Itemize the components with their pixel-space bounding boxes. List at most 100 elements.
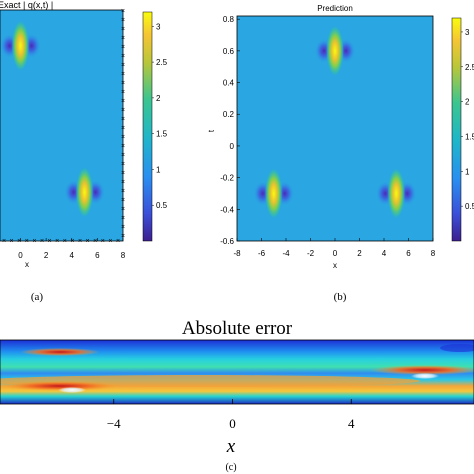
panel-b-y-tick-label-6: -0.4 [220,205,234,214]
panel-b-x-tick-label-8: 8 [431,249,436,258]
panel-b-x-tick-label-7: 6 [406,249,411,258]
panel-b-y-tick-label-4: 0 [230,142,235,151]
training-point-bottom-15: × [116,238,120,245]
panel-b-y-ticks: 0.8 0.6 0.4 0.2 0 -0.2 -0.4 -0.6 [220,15,240,246]
panel-a-colorbar-tick-label-3: 1.5 [156,130,168,139]
training-point-bottom-11: × [86,238,90,245]
panel-b-colorbar [451,17,462,242]
training-point-right-1: × [121,17,125,24]
panel-b-x-tick-label-1: -6 [258,249,266,258]
panel-a-x-ticks: 0 2 4 6 8 [18,238,126,260]
training-point-bottom-8: × [63,238,67,245]
training-point-right-13: × [121,125,125,132]
panel-b-y-tick-label-1: 0.6 [223,47,235,56]
panel-b-colorbar-tick-label-4: 1 [465,167,470,176]
panel-b-x-tick-label-2: -4 [282,249,290,258]
training-point-right-0: × [121,8,125,15]
panel-b-y-tick-label-3: 0.2 [223,110,235,119]
panel-a-colorbar [142,11,153,242]
panel-a-peaks [0,19,105,219]
training-point-right-18: × [121,170,125,177]
caption-a: (a) [31,291,44,303]
training-point-right-4: × [121,44,125,51]
panel-a-colorbar-tick-label-0: 3 [156,22,161,31]
panel-a-x-tick-label-1: 2 [44,251,49,260]
panel-a-x-tick-label-3: 6 [95,251,100,260]
panel-b-colorbar-tick-label-3: 1.5 [465,132,474,141]
panel-c-title: Absolute error [182,318,293,339]
panel-b-colorbar-tick-label-5: 0.5 [465,202,474,211]
training-point-bottom-5: × [40,238,44,245]
panel-b-x-tick-label-4: 0 [333,249,338,258]
panel-b-peak-0 [326,24,344,77]
panel-a-peak-1 [75,166,94,219]
training-point-bottom-3: × [25,238,29,245]
panel-c-heatmap [0,340,474,404]
training-point-right-15: × [121,143,125,150]
training-point-bottom-13: × [101,238,105,245]
training-point-right-24: × [121,224,125,231]
training-point-bottom-0: × [2,238,6,245]
caption-c: (c) [225,462,236,473]
panel-a-colorbar-ticks: 3 2.5 2 1.5 1 0.5 [152,22,168,210]
panel-a-colorbar-tick-label-5: 0.5 [156,201,168,210]
training-point-right-2: × [121,26,125,33]
training-point-bottom-2: × [17,238,21,245]
training-point-right-16: × [121,152,125,159]
panel-a: ××××××××××××××××××××××××××× × × × × × × × × × × × × ×… [0,0,168,269]
panel-b-x-tick-label-0: -8 [233,249,241,258]
panel-c-x-ticks: −4 0 4 [107,399,355,431]
panel-a-title: Exact | q(x,t) | [0,0,53,10]
panel-b-y-axis-label: t [207,129,216,132]
panel-c: Absolute error −4 0 4 x (c) [0,318,474,473]
panel-a-x-tick-label-0: 0 [18,251,23,260]
panel-b-peak-2 [387,167,406,220]
panel-b-peaks [253,24,417,220]
training-point-bottom-6: × [48,238,52,245]
panel-a-frame [0,9,124,242]
training-point-bottom-1: × [10,238,14,245]
panel-b-y-tick-label-7: -0.6 [220,237,234,246]
panel-b-y-tick-label-5: -0.2 [220,174,234,183]
training-point-right-6: × [121,62,125,69]
training-point-right-25: × [121,233,125,240]
panel-b-peak-1 [264,167,283,220]
panel-a-peak-0 [11,19,30,72]
panel-c-x-tick-label-0: −4 [107,416,121,431]
training-point-right-23: × [121,215,125,222]
training-point-right-22: × [121,206,125,213]
panel-a-colorbar-tick-label-1: 2.5 [156,58,168,67]
panel-b: Prediction -8 -6 -4 -2 0 2 4 6 8 0.8 0.6 0.4 0.2 0 -0… [207,4,474,270]
panel-b-title: Prediction [317,4,353,13]
panel-b-y-tick-label-2: 0.4 [223,79,235,88]
training-point-right-8: × [121,80,125,87]
training-point-right-9: × [121,89,125,96]
panel-b-x-axis-label: x [333,261,337,270]
training-point-bottom-14: × [108,238,112,245]
panel-b-x-ticks: -8 -6 -4 -2 0 2 4 6 8 [233,238,436,258]
training-point-bottom-10: × [78,238,82,245]
training-point-bottom-9: × [70,238,74,245]
training-point-right-21: × [121,197,125,204]
panel-c-x-axis-label: x [226,436,236,457]
training-point-right-3: × [121,35,125,42]
panel-b-x-tick-label-3: -2 [307,249,315,258]
panel-c-frame [0,339,474,405]
training-point-bottom-12: × [93,238,97,245]
training-point-right-20: × [121,188,125,195]
training-point-right-17: × [121,161,125,168]
training-point-right-19: × [121,179,125,186]
training-point-bottom-7: × [55,238,59,245]
panel-b-colorbar-tick-label-1: 2.5 [465,63,474,72]
training-point-right-14: × [121,134,125,141]
panel-a-colorbar-tick-label-2: 2 [156,94,161,103]
panel-c-x-tick-label-2: 4 [348,416,355,431]
training-point-bottom-4: × [32,238,36,245]
training-point-right-5: × [121,53,125,60]
panel-a-colorbar-tick-label-4: 1 [156,165,161,174]
panel-b-x-tick-label-5: 2 [357,249,362,258]
panel-b-colorbar-ticks: 3 2.5 2 1.5 1 0.5 [461,28,474,211]
panel-a-x-tick-label-4: 8 [121,251,126,260]
panel-b-y-tick-label-0: 0.8 [223,15,235,24]
